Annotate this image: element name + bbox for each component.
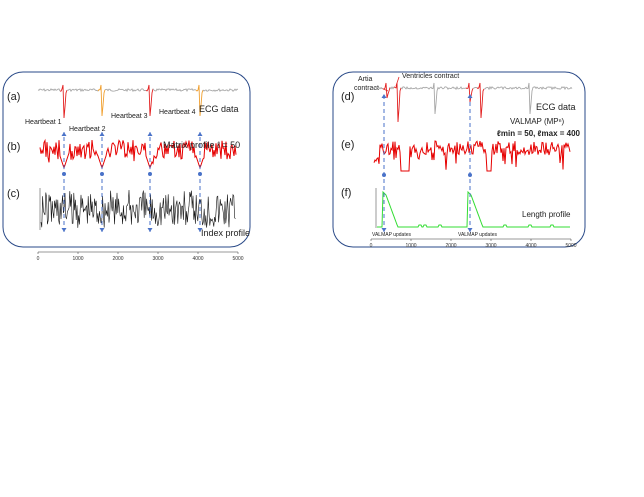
arrow-head — [147, 228, 153, 232]
x-tick-label: 5000 — [232, 256, 243, 262]
heartbeat-1-label: Heartbeat 1 — [25, 119, 62, 126]
index-profile-label: Index profile — [201, 228, 250, 238]
x-tick-label: 3000 — [152, 256, 163, 262]
arrow-head — [99, 132, 105, 136]
row-label-f: (f) — [341, 187, 351, 199]
ventricles-contract-label: Ventricles contract — [402, 73, 459, 80]
arrow-head — [381, 94, 387, 98]
index-profile-line — [40, 189, 236, 228]
ecg-segment — [382, 82, 391, 99]
arrow-head — [147, 132, 153, 136]
x-tick-label: 4000 — [192, 256, 203, 262]
arrow-head — [61, 132, 67, 136]
row-label-e: (e) — [341, 139, 354, 151]
row-label-a: (a) — [7, 91, 20, 103]
length-profile-plot — [375, 188, 570, 228]
x-tick-label: 5000 — [565, 243, 576, 249]
heartbeat-3-label: Heartbeat 3 — [111, 113, 148, 120]
ecg-segment — [389, 86, 395, 90]
ecg-segment — [195, 84, 204, 117]
ecg-segment — [145, 84, 154, 117]
x-tick-label: 1000 — [72, 256, 83, 262]
heartbeat-4-label: Heartbeat 4 — [159, 109, 196, 116]
right-arrows — [381, 94, 473, 232]
ecg-segment — [400, 82, 467, 115]
arrow-head — [467, 228, 473, 232]
valmap-title: VALMAP (MPⁿ) — [510, 117, 565, 126]
x-tick-label: 1000 — [405, 243, 416, 249]
length-profile-line — [377, 190, 570, 228]
matrix-profile-line — [39, 138, 237, 170]
row-label-c: (c) — [7, 188, 20, 200]
arrow-head — [197, 132, 203, 136]
ecg-segment — [152, 88, 197, 93]
arrow-head — [467, 94, 473, 98]
arrow-head — [381, 228, 387, 232]
arrow-head — [99, 228, 105, 232]
ecg-segment — [37, 88, 61, 92]
arrow-head — [61, 228, 67, 232]
ecg-trace-right — [371, 82, 573, 123]
x-tick-label: 2000 — [445, 243, 456, 249]
matrix-profile-label: Matrix profile ℓ = 50 — [163, 140, 240, 150]
ecg-segment — [59, 84, 68, 119]
x-tick-label: 0 — [37, 256, 40, 262]
right-panel: (d) (e) (f) Artia contract Ventricles co… — [341, 73, 581, 249]
valmap-trace — [373, 140, 571, 177]
ecg-data-label: ECG data — [199, 104, 239, 114]
length-profile-label: Length profile — [522, 210, 571, 219]
x-tick-label: 3000 — [485, 243, 496, 249]
arrow-head — [197, 228, 203, 232]
valmap-updates-label-2: VALMAP updates — [458, 232, 498, 238]
x-tick-label: 2000 — [112, 256, 123, 262]
artia-contract-label-line2: contract — [354, 85, 379, 92]
ecg-segment — [465, 82, 474, 103]
heartbeat-2-label: Heartbeat 2 — [69, 126, 106, 133]
artia-contract-label-line1: Artia — [358, 76, 373, 83]
ecg-segment — [472, 87, 478, 89]
index-profile-plot — [39, 188, 236, 230]
x-tick-label: 4000 — [525, 243, 536, 249]
left-panel: (a) (b) (c) ECG data Heartbeat 1 Heartbe… — [7, 84, 250, 262]
ecg-segment — [476, 82, 485, 119]
left-arrows — [61, 132, 203, 232]
right-x-axis: 0 1000 2000 3000 4000 5000 — [370, 238, 577, 249]
valmap-line — [373, 140, 571, 172]
row-label-d: (d) — [341, 91, 354, 103]
ecg-segment — [371, 86, 384, 90]
x-tick-label: 0 — [370, 243, 373, 249]
right-panel-frame — [332, 71, 586, 248]
ecg-segment — [202, 88, 239, 93]
ecg-trace-left — [37, 84, 239, 119]
row-label-b: (b) — [7, 141, 20, 153]
ecg-segment — [484, 82, 573, 115]
ecg-data-label-right: ECG data — [536, 102, 576, 112]
ecg-segment — [97, 84, 106, 117]
ecg-segment — [104, 88, 147, 93]
valmap-params: ℓmin = 50, ℓmax = 400 — [497, 129, 581, 138]
ecg-segment — [66, 88, 99, 93]
ecg-segment — [393, 82, 402, 123]
valmap-updates-label-1: VALMAP updates — [372, 232, 412, 238]
left-x-axis: 0 1000 2000 3000 4000 5000 — [37, 251, 244, 262]
left-panel-frame — [2, 71, 251, 248]
